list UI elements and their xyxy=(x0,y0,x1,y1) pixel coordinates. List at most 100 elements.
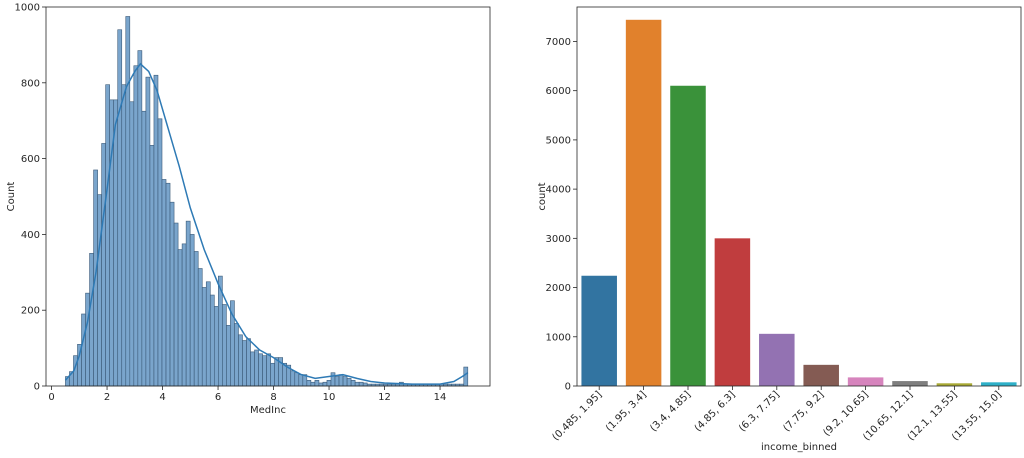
count-bar xyxy=(714,238,751,386)
histogram-bar xyxy=(113,99,119,387)
histogram-bar xyxy=(209,294,215,387)
histogram-bar xyxy=(81,313,86,387)
histogram-bar xyxy=(226,325,231,387)
histogram-bar xyxy=(137,50,143,387)
count-bar xyxy=(759,333,795,386)
countplot-chart: 0 1000 2000 3000 4000 5000 6000 7000 (0.485, 1.9… xyxy=(537,6,1022,453)
histogram-bar xyxy=(310,381,316,387)
y-tick-label: 5000 xyxy=(546,135,571,146)
histogram-bar xyxy=(89,253,94,387)
x-tick-label: (4.85, 6.3] xyxy=(693,389,738,434)
histogram-bar xyxy=(306,380,312,387)
histogram-bar xyxy=(165,182,171,387)
y-axis-label: count xyxy=(537,182,548,210)
histogram-bar xyxy=(169,201,175,387)
histogram-bar xyxy=(85,292,90,387)
x-tick-label: (3.4, 4.85] xyxy=(648,389,693,434)
x-tick-label: 0 xyxy=(48,392,54,403)
histogram-bar xyxy=(322,381,328,387)
x-axis-label: income_binned xyxy=(761,442,837,453)
histogram-bar xyxy=(205,281,211,387)
histogram-bar xyxy=(262,355,267,387)
count-bar xyxy=(670,85,706,387)
y-tick-label: 2000 xyxy=(546,283,571,294)
x-tick-label: 4 xyxy=(159,392,165,403)
histogram-bar xyxy=(318,382,324,387)
x-tick-label: 10 xyxy=(323,392,336,403)
y-tick-label: 0 xyxy=(34,382,40,393)
histogram-bar xyxy=(294,372,300,387)
histogram-bar xyxy=(270,362,275,387)
y-tick-label: 1000 xyxy=(546,332,571,343)
histogram-bar xyxy=(362,382,368,387)
y-tick-label: 4000 xyxy=(546,185,571,196)
x-tick-label: 6 xyxy=(215,392,221,403)
y-tick-label: 7000 xyxy=(546,37,571,48)
histogram-frame xyxy=(45,6,491,387)
x-tick-label: (0.485, 1.95] xyxy=(551,389,605,443)
x-tick-label: (6.3, 7.75] xyxy=(737,389,782,434)
x-tick-label: (7.75, 9.2] xyxy=(782,389,827,434)
count-bar xyxy=(981,382,1017,386)
y-tick-label: 600 xyxy=(21,154,40,165)
histogram-bar xyxy=(338,374,344,387)
histogram-bar xyxy=(234,323,239,387)
count-bar xyxy=(581,275,617,386)
histogram-bar xyxy=(342,376,348,387)
histogram-bar xyxy=(149,145,155,387)
histogram-bar xyxy=(177,249,183,387)
x-tick-label: (9.2, 10.65] xyxy=(821,389,870,438)
histogram-bar xyxy=(121,84,127,387)
histogram-bar xyxy=(463,366,469,387)
histogram-bar xyxy=(145,76,151,387)
x-tick-label: 12 xyxy=(378,392,391,403)
histogram-bar xyxy=(354,381,360,387)
x-tick-label: 14 xyxy=(434,392,447,403)
x-tick-label: 8 xyxy=(270,392,276,403)
histogram-bar xyxy=(101,143,106,387)
histogram-bar xyxy=(246,338,251,387)
y-axis-label: Count xyxy=(6,182,17,212)
histogram-bar xyxy=(330,372,336,387)
y-tick-label: 1000 xyxy=(15,3,40,14)
histogram-bar xyxy=(298,374,304,387)
histogram-bar xyxy=(334,376,340,387)
histogram-bar xyxy=(157,118,163,387)
histogram-bar xyxy=(326,380,332,387)
histogram-bar xyxy=(117,29,123,387)
x-axis-label: MedInc xyxy=(250,405,286,416)
y-tick-label: 0 xyxy=(565,382,571,393)
count-bar xyxy=(892,381,928,386)
histogram-bar xyxy=(266,353,271,387)
histogram-bar xyxy=(125,16,131,387)
histogram-chart: 0 2 4 6 8 10 12 14 0 200 400 600 800 1000 MedInc Count xyxy=(6,3,491,416)
histogram-bar xyxy=(173,222,179,387)
y-tick-label: 3000 xyxy=(546,234,571,245)
histogram-bar xyxy=(258,353,263,387)
y-tick-label: 400 xyxy=(21,230,40,241)
count-bar xyxy=(847,377,884,386)
count-bar xyxy=(625,19,662,387)
histogram-bar xyxy=(181,243,187,387)
histogram-bar xyxy=(189,234,195,387)
histogram-bar xyxy=(185,220,191,387)
histogram-bar xyxy=(197,268,203,387)
histogram-bar xyxy=(214,306,219,387)
countplot-frame xyxy=(576,6,1022,387)
histogram-bar xyxy=(193,251,199,387)
histogram-bar xyxy=(254,349,259,387)
count-bar xyxy=(803,364,839,386)
histogram-bar xyxy=(358,381,364,387)
histogram-bar xyxy=(105,84,110,387)
x-tick-label: 2 xyxy=(104,392,110,403)
y-tick-label: 800 xyxy=(21,78,40,89)
histogram-bar xyxy=(153,74,159,387)
histogram-bar xyxy=(242,340,247,387)
histogram-bar xyxy=(238,334,243,387)
histogram-bar xyxy=(133,65,139,387)
count-bar xyxy=(936,383,973,386)
histogram-bar xyxy=(129,101,135,387)
histogram-bar xyxy=(346,378,352,387)
histogram-bar xyxy=(314,380,320,387)
